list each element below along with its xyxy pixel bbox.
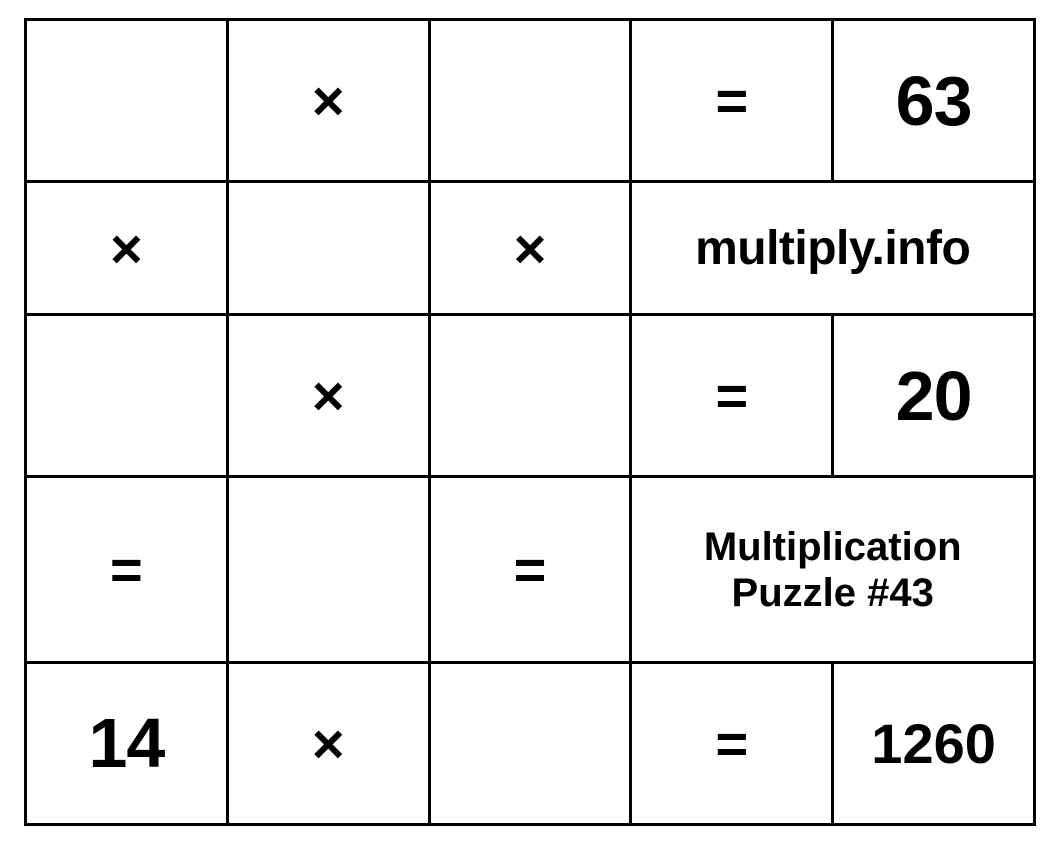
blank-cell [429,20,631,182]
table-row: = = Multiplication Puzzle #43 [26,477,1035,663]
shaded-cell [227,477,429,663]
operator-equals: = [26,477,228,663]
table-row: × = 20 [26,315,1035,477]
operator-equals: = [631,315,833,477]
operator-equals: = [429,477,631,663]
operator-equals: = [631,662,833,824]
blank-cell [26,20,228,182]
operator-multiply: × [227,20,429,182]
blank-cell [429,662,631,824]
operator-multiply: × [227,315,429,477]
operator-multiply: × [227,662,429,824]
multiplication-puzzle-grid: × = 63 × × multiply.info × = 20 = = Mult… [24,18,1036,826]
table-row: × × multiply.info [26,182,1035,315]
table-row: × = 63 [26,20,1035,182]
operator-multiply: × [26,182,228,315]
operator-multiply: × [429,182,631,315]
blank-cell [26,315,228,477]
result-cell: 20 [833,315,1035,477]
puzzle-title: Multiplication Puzzle #43 [631,477,1035,663]
result-cell: 63 [833,20,1035,182]
blank-cell [429,315,631,477]
result-cell: 1260 [833,662,1035,824]
operator-equals: = [631,20,833,182]
puzzle-container: × = 63 × × multiply.info × = 20 = = Mult… [0,0,1060,844]
site-label: multiply.info [631,182,1035,315]
result-cell: 14 [26,662,228,824]
table-row: 14 × = 1260 [26,662,1035,824]
shaded-cell [227,182,429,315]
